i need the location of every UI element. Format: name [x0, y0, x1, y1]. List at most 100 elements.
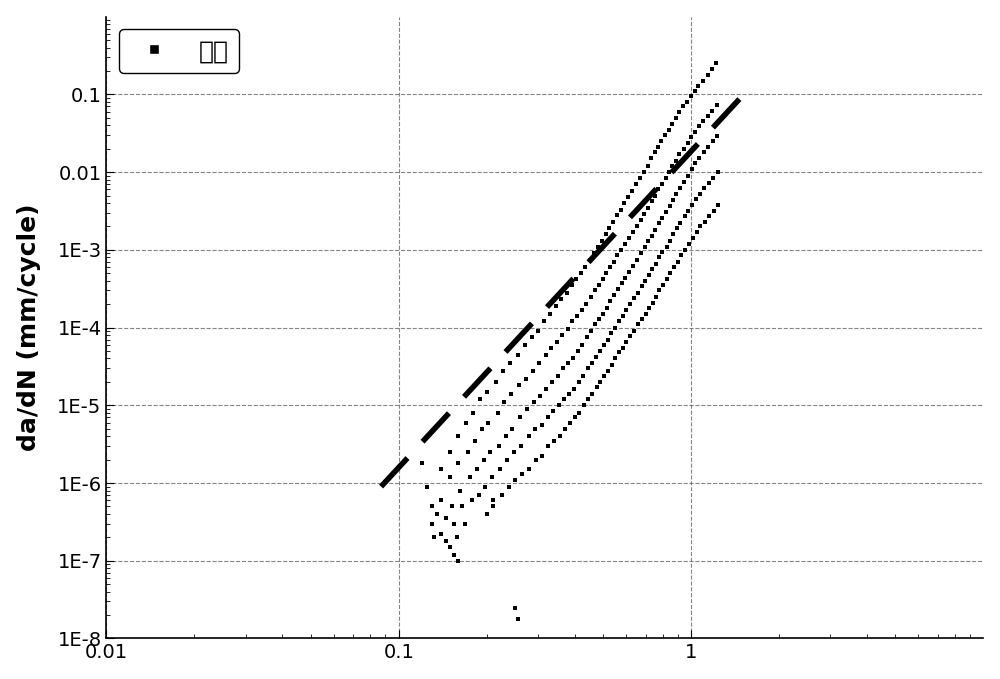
Point [517, 340, 533, 350]
Point [582, 254, 598, 265]
Point [510, 349, 526, 360]
Point [613, 204, 629, 215]
Point [670, 257, 686, 268]
Point [648, 291, 664, 302]
Point [648, 259, 664, 270]
Point [606, 257, 622, 268]
Point [561, 388, 577, 399]
Point [476, 454, 492, 465]
Point [575, 370, 591, 381]
Point [477, 481, 493, 492]
Point [625, 227, 641, 238]
Point [580, 363, 596, 373]
Point [615, 342, 631, 353]
Point [474, 423, 490, 434]
Point [701, 177, 717, 188]
Point [510, 613, 526, 624]
Point [647, 147, 663, 158]
Point [507, 602, 523, 613]
Point [586, 248, 602, 259]
Point [672, 218, 688, 229]
Point [446, 518, 462, 529]
Point [617, 238, 633, 249]
Point [654, 212, 670, 223]
Point [472, 394, 488, 405]
Point [677, 211, 693, 222]
Point [705, 136, 721, 147]
Point [542, 308, 558, 319]
Point [531, 358, 547, 369]
Point [595, 308, 611, 319]
Point [584, 358, 600, 369]
Point [550, 370, 566, 381]
Point [600, 365, 616, 376]
Point [637, 241, 653, 252]
Point [462, 471, 478, 482]
Point [577, 261, 593, 272]
Point [610, 284, 626, 295]
Point [514, 469, 530, 479]
Point [691, 121, 707, 132]
Point [679, 96, 695, 107]
Point [618, 337, 634, 348]
Point [450, 430, 466, 441]
Point [607, 353, 623, 364]
Point [424, 518, 440, 529]
Point [673, 250, 689, 261]
Point [644, 264, 660, 275]
Point [622, 331, 638, 342]
Point [604, 360, 620, 371]
Point [587, 319, 603, 330]
Point [654, 246, 670, 257]
Point [692, 188, 708, 199]
Point [668, 112, 684, 123]
Point [692, 221, 708, 232]
Point [680, 137, 696, 148]
Point [458, 417, 474, 428]
Point [479, 386, 495, 397]
Point [662, 268, 678, 278]
Point [512, 412, 528, 423]
Point [695, 116, 711, 127]
Point [589, 382, 605, 393]
Point [705, 172, 721, 183]
Point [668, 189, 684, 200]
Point [592, 346, 608, 356]
Point [485, 501, 501, 512]
Point [521, 464, 537, 475]
Point [491, 441, 507, 452]
Point [659, 274, 675, 285]
Point [590, 241, 606, 252]
Point [591, 313, 607, 324]
Point [629, 254, 645, 265]
Point [588, 352, 604, 363]
Point [601, 223, 617, 234]
Point [697, 217, 713, 227]
Point [548, 301, 564, 312]
Point [534, 420, 550, 431]
Point [688, 194, 704, 204]
Point [495, 365, 511, 376]
Point [640, 160, 656, 171]
Point [565, 353, 581, 364]
Point [662, 236, 678, 246]
Point [633, 248, 649, 259]
Point [675, 101, 691, 112]
Legend: 蒙皮: 蒙皮 [119, 29, 239, 73]
Point [594, 236, 610, 246]
Point [602, 261, 618, 272]
Point [613, 244, 629, 255]
Point [609, 250, 625, 261]
Point [709, 100, 725, 111]
Point [607, 322, 623, 333]
Point [573, 268, 589, 278]
Point [671, 106, 687, 117]
Point [546, 435, 562, 446]
Point [438, 513, 454, 524]
Point [574, 340, 590, 350]
Point [628, 179, 644, 189]
Point [538, 384, 554, 395]
Point [626, 326, 642, 337]
Point [664, 160, 680, 171]
Point [499, 454, 515, 465]
